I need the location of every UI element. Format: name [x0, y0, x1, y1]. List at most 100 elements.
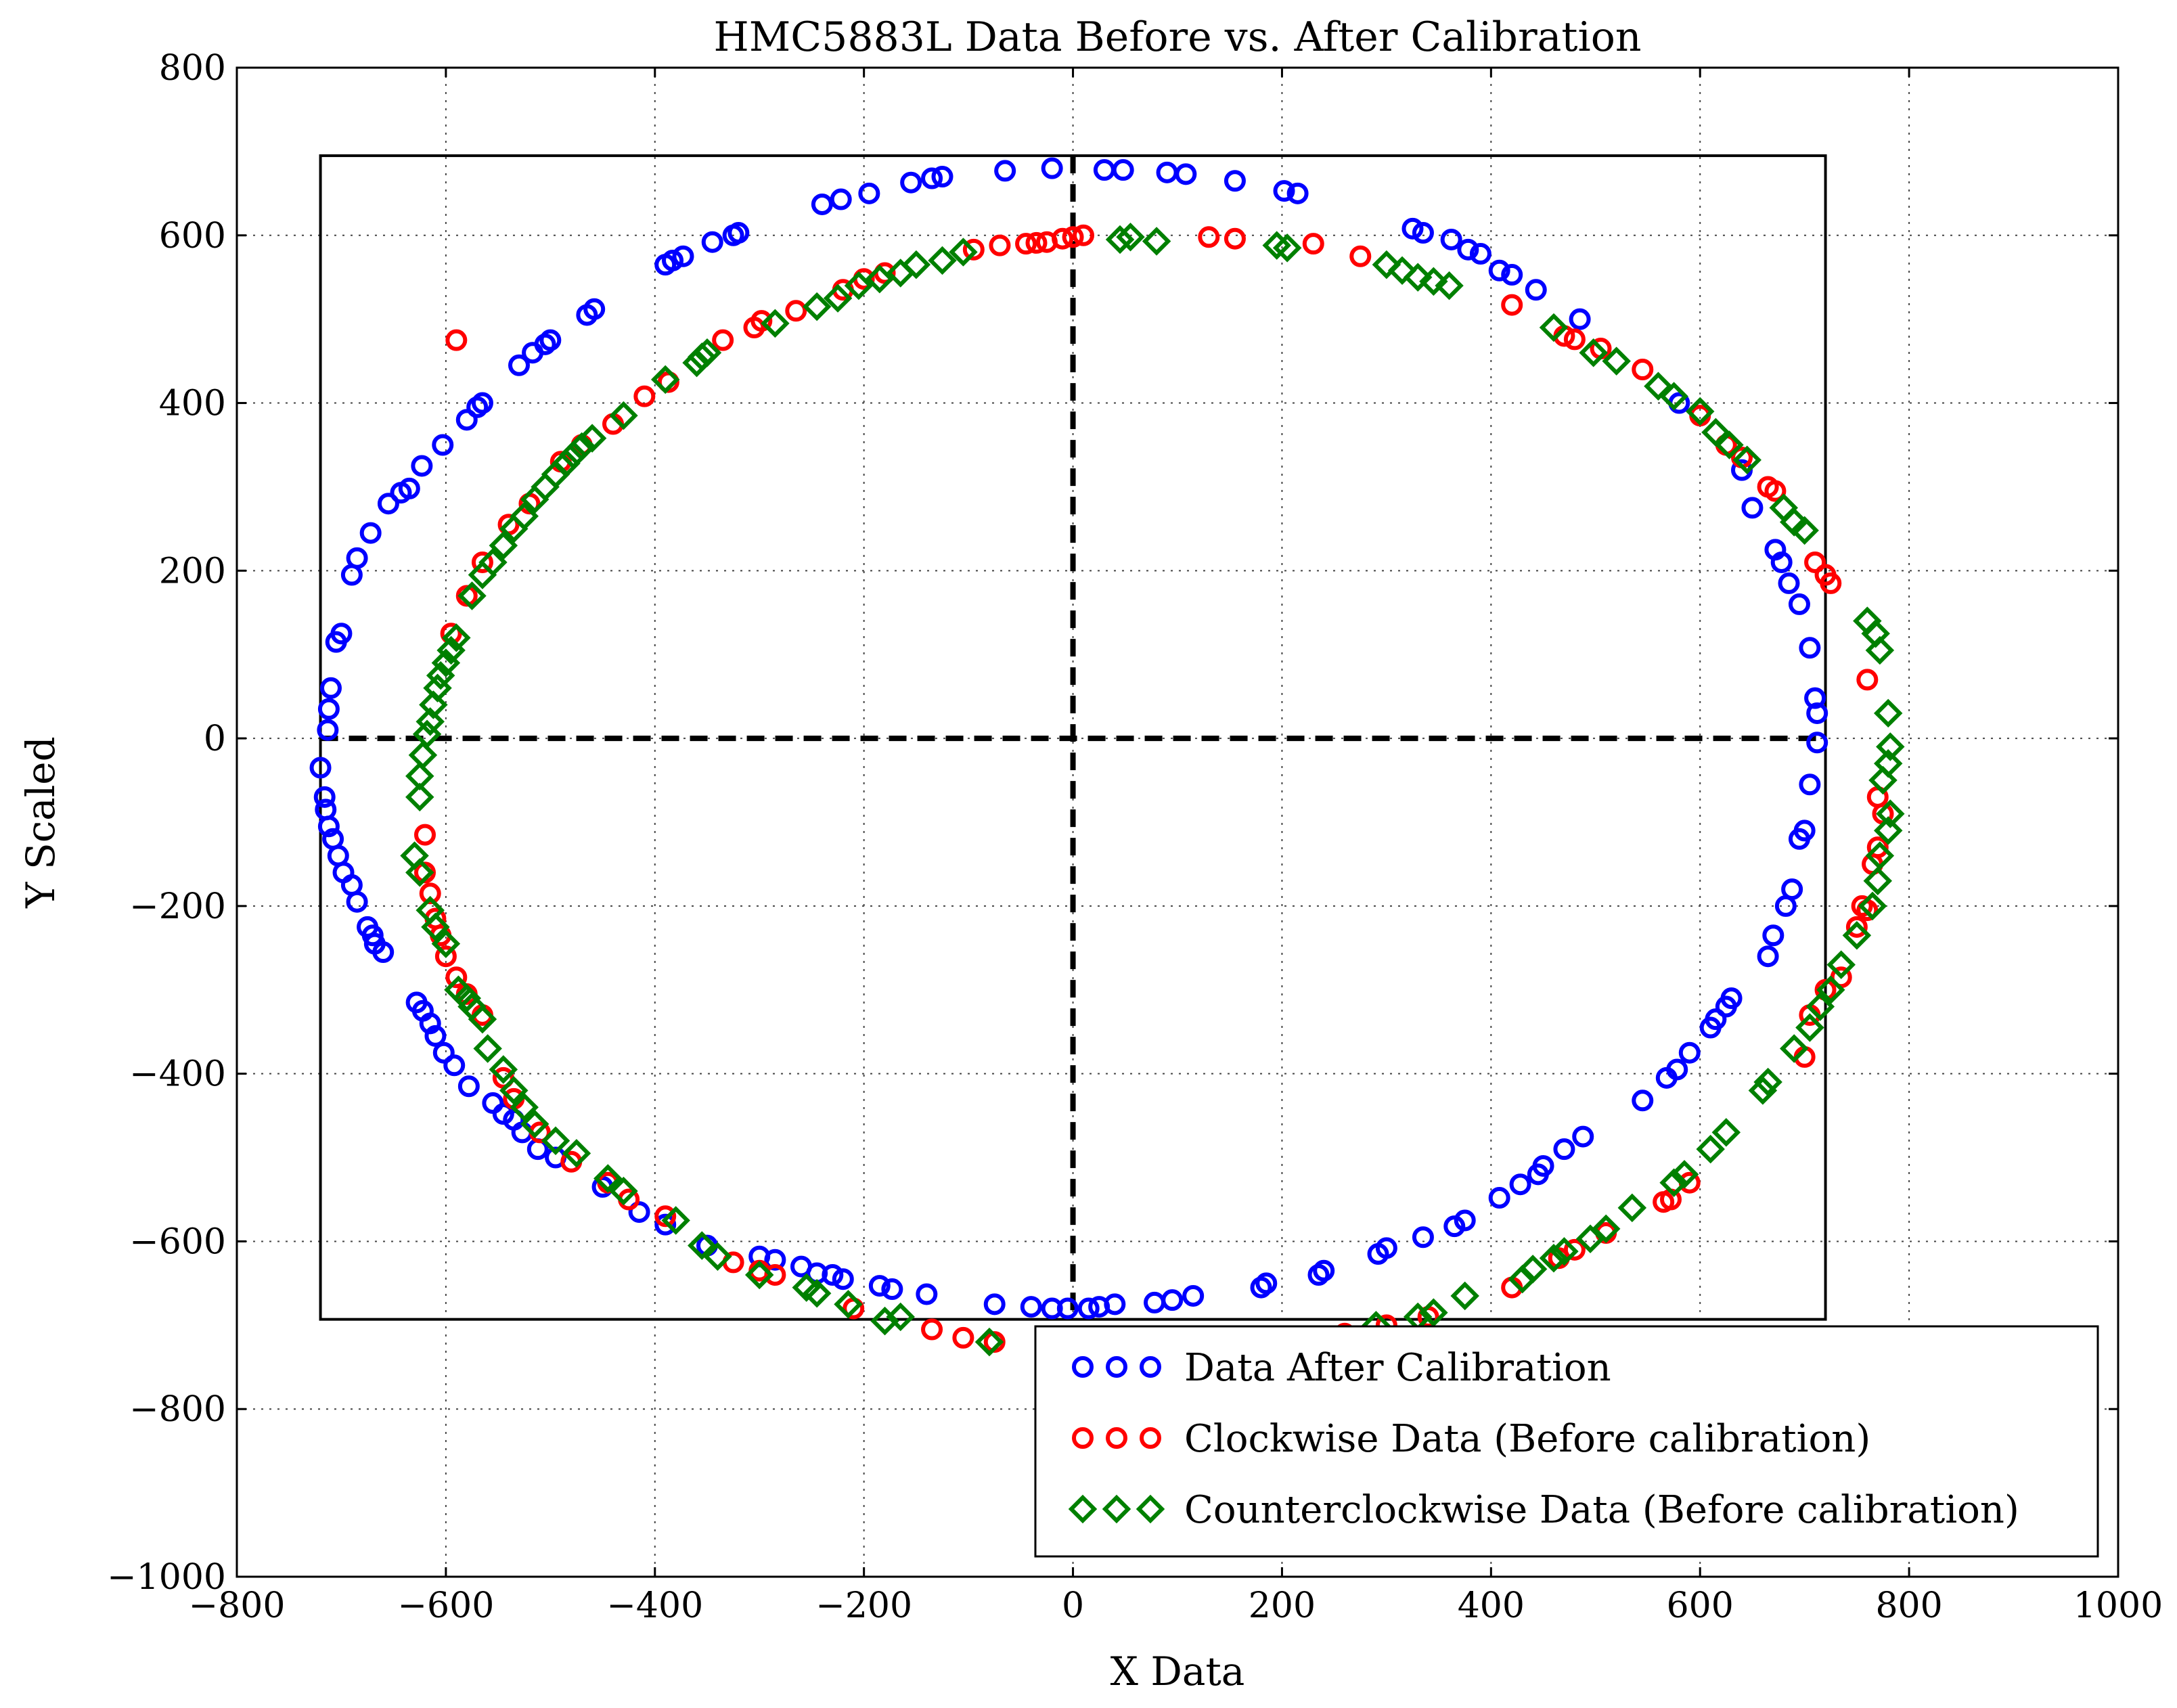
data-point: [672, 245, 694, 267]
data-point: [1062, 226, 1084, 248]
data-point: [823, 284, 853, 313]
data-point: [452, 983, 482, 1013]
data-point: [1563, 1238, 1586, 1261]
data-point: [1454, 1209, 1476, 1232]
data-point: [1198, 226, 1220, 248]
data-point: [1020, 1296, 1042, 1318]
data-point: [1799, 637, 1821, 659]
legend-label-after-calibration: Data After Calibration: [1184, 1346, 1611, 1390]
data-point: [844, 271, 874, 300]
legend-marker-0: [1072, 1356, 1094, 1378]
data-point: [473, 1034, 502, 1063]
data-point: [309, 757, 332, 779]
data-point: [1563, 328, 1586, 351]
x-tick-label: 600: [1667, 1586, 1734, 1626]
data-point: [1041, 1297, 1063, 1320]
axis-ticks: −800 −600 −400 −200 0 200 400 600 800 1000−1000−8…: [107, 48, 2163, 1626]
data-point: [1863, 866, 1893, 895]
data-point: [802, 1279, 832, 1308]
data-point: [928, 246, 957, 275]
data-point: [1788, 828, 1810, 850]
data-point: [727, 222, 750, 244]
data-point: [567, 432, 596, 462]
data-point: [1419, 267, 1448, 296]
data-point: [1644, 372, 1673, 401]
data-point: [1041, 157, 1063, 179]
data-point: [1876, 732, 1905, 761]
data-point: [1685, 397, 1715, 426]
y-tick-label: −400: [129, 1054, 226, 1095]
data-point: [1569, 308, 1591, 330]
data-point: [577, 424, 607, 453]
data-point: [1539, 1243, 1569, 1273]
data-point: [1572, 1125, 1594, 1148]
data-point: [1715, 995, 1737, 1018]
legend-label-clockwise: Clockwise Data (Before calibration): [1184, 1417, 1870, 1461]
data-point: [478, 547, 508, 577]
data-point: [1250, 1276, 1272, 1299]
data-point: [419, 690, 448, 719]
legend-marker-0: [1106, 1356, 1127, 1378]
data-point: [1224, 170, 1246, 192]
series-2: [400, 223, 1905, 1357]
data-point: [761, 309, 790, 338]
data-point: [405, 991, 428, 1014]
data-point: [1632, 359, 1654, 380]
data-point: [416, 707, 445, 736]
data-point: [1842, 921, 1872, 950]
data-point: [1858, 891, 1887, 921]
data-point: [750, 310, 773, 332]
data-point: [834, 1290, 863, 1319]
data-point: [346, 547, 368, 569]
data-point: [744, 1260, 774, 1290]
data-point: [539, 329, 562, 351]
data-point: [1501, 264, 1523, 286]
data-point: [444, 975, 473, 1005]
data-point: [357, 916, 379, 938]
data-point: [1770, 551, 1793, 573]
data-point: [445, 966, 468, 989]
y-tick-label: 400: [159, 384, 226, 424]
data-point: [1873, 816, 1903, 845]
legend-marker-2: [1102, 1494, 1131, 1524]
data-point: [1349, 245, 1372, 267]
data-point: [952, 1326, 974, 1349]
data-point: [832, 1268, 854, 1290]
data-point: [1806, 702, 1828, 724]
chart-title: HMC5883L Data Before vs. After Calibrati…: [714, 14, 1642, 61]
data-point: [432, 1041, 455, 1064]
data-point: [482, 1092, 504, 1115]
data-point: [1757, 945, 1779, 968]
data-point: [455, 409, 478, 431]
data-point: [313, 786, 336, 808]
data-point: [1696, 1134, 1725, 1164]
legend-marker-0: [1140, 1356, 1161, 1378]
data-point: [1790, 516, 1819, 545]
data-point: [1509, 1173, 1531, 1196]
data-point: [1845, 916, 1868, 938]
legend-label-counterclockwise: Counterclockwise Data (Before calibratio…: [1184, 1488, 2019, 1532]
data-point: [654, 1205, 677, 1228]
data-point: [962, 238, 985, 261]
data-point: [317, 698, 340, 720]
data-point: [1715, 430, 1744, 459]
data-point: [317, 719, 339, 741]
data-point: [1575, 1224, 1605, 1253]
data-point: [1307, 1264, 1330, 1286]
legend-marker-2: [1068, 1494, 1098, 1524]
data-point: [1659, 382, 1688, 411]
data-point: [1655, 1066, 1678, 1089]
data-point: [1142, 227, 1171, 256]
data-point: [1632, 1089, 1654, 1112]
data-point: [1748, 1076, 1778, 1105]
data-point: [1795, 1013, 1824, 1042]
data-point: [921, 167, 943, 189]
data-point: [315, 799, 337, 821]
y-tick-label: 600: [159, 216, 226, 256]
data-point: [785, 300, 807, 322]
data-point: [989, 234, 1011, 256]
data-point: [377, 493, 399, 515]
data-points: [309, 157, 1905, 1357]
y-tick-label: 200: [159, 551, 226, 591]
